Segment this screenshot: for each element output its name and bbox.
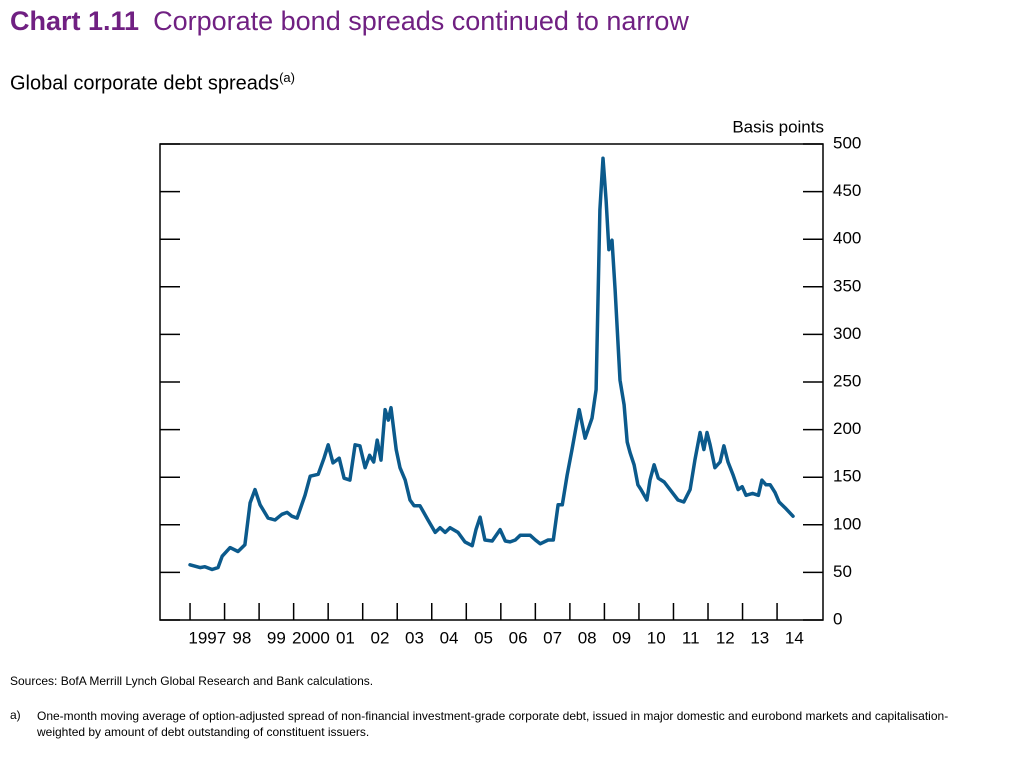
footnote: a) One-month moving average of option-adj… — [10, 708, 970, 740]
x-tick-label: 99 — [267, 628, 286, 647]
footnote-marker: a) — [10, 708, 21, 722]
x-tick-label: 01 — [336, 628, 355, 647]
x-tick-label: 06 — [509, 628, 528, 647]
x-tick-label: 09 — [612, 628, 631, 647]
y-tick-label: 300 — [833, 324, 861, 343]
subtitle-note: (a) — [279, 70, 295, 85]
x-tick-label: 1997 — [188, 628, 226, 647]
x-tick-label: 12 — [716, 628, 735, 647]
x-tick-label: 14 — [785, 628, 804, 647]
x-tick-label: 98 — [232, 628, 251, 647]
y-tick-label: 100 — [833, 514, 861, 533]
x-tick-label: 02 — [371, 628, 390, 647]
y-tick-label: 0 — [833, 609, 842, 628]
y-tick-label: 500 — [833, 133, 861, 152]
y-tick-label: 250 — [833, 371, 861, 390]
header: Chart 1.11 Corporate bond spreads continu… — [10, 6, 689, 37]
y-tick-label: 400 — [833, 229, 861, 248]
x-tick-label: 08 — [578, 628, 597, 647]
x-tick-label: 13 — [750, 628, 769, 647]
subtitle: Global corporate debt spreads — [10, 72, 280, 95]
y-tick-label: 350 — [833, 276, 861, 295]
x-tick-label: 10 — [647, 628, 666, 647]
chart: Basis points 050100150200250300350400450… — [159, 117, 861, 647]
x-tick-label: 03 — [405, 628, 424, 647]
x-tick-label: 11 — [682, 628, 700, 647]
subtitle-block: Global corporate debt spreads(a) — [10, 70, 295, 96]
y-tick-label: 150 — [833, 467, 861, 486]
x-tick-label: 07 — [543, 628, 562, 647]
y-tick-label: 50 — [833, 562, 852, 581]
footnote-text: One-month moving average of option-adjus… — [37, 709, 949, 739]
chart-title: Corporate bond spreads continued to narr… — [153, 6, 689, 36]
spread-line — [188, 156, 795, 572]
y-tick-label: 450 — [833, 181, 861, 200]
sources: Sources: BofA Merrill Lynch Global Resea… — [10, 674, 374, 688]
x-tick-label: 04 — [440, 628, 459, 647]
x-tick-label: 05 — [474, 628, 493, 647]
y-axis-label: Basis points — [732, 117, 824, 136]
x-tick-label: 2000 — [292, 628, 330, 647]
y-tick-label: 200 — [833, 419, 861, 438]
chart-number: Chart 1.11 — [10, 6, 140, 36]
plot-frame — [159, 143, 824, 621]
